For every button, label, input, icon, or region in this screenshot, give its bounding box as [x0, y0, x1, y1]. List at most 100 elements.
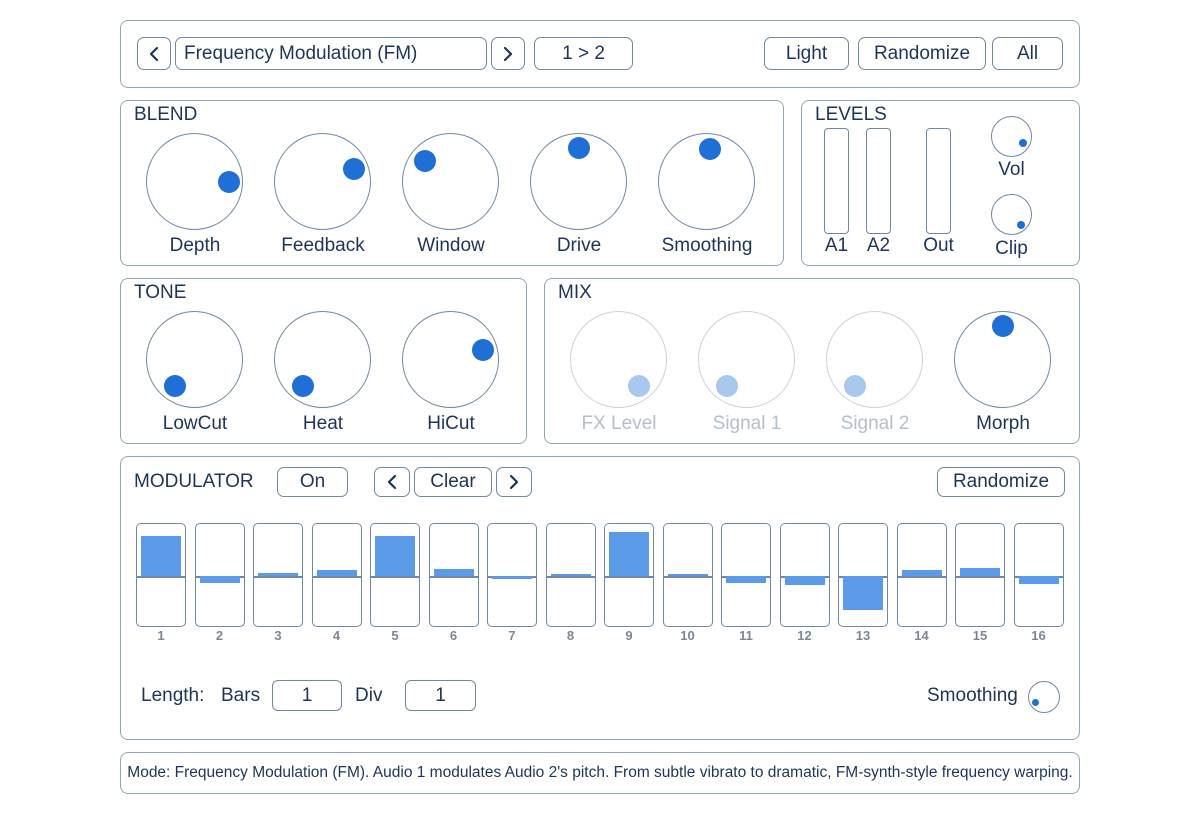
step-14[interactable] — [896, 523, 947, 627]
randomize-button[interactable]: Randomize — [858, 37, 986, 70]
a1-meter — [824, 128, 849, 234]
step-9[interactable] — [604, 523, 654, 627]
step-4[interactable] — [311, 523, 362, 627]
step-15[interactable] — [955, 523, 1005, 627]
step-number: 8 — [566, 628, 575, 643]
vol-label: Vol — [998, 159, 1025, 180]
clip-knob[interactable] — [991, 194, 1032, 235]
step-number: 15 — [972, 628, 988, 643]
levels-title: LEVELS — [815, 104, 887, 125]
morph-knob[interactable] — [954, 311, 1051, 408]
window-knob[interactable] — [402, 133, 499, 230]
signal-1-knob — [698, 311, 795, 408]
step-number: 13 — [855, 628, 871, 643]
step-bar — [960, 567, 1000, 576]
chevron-left-icon — [387, 474, 397, 490]
step-1[interactable] — [136, 523, 186, 627]
a1-label: A1 — [824, 235, 849, 256]
prev-mode-button[interactable] — [137, 37, 171, 70]
step-2[interactable] — [194, 523, 245, 627]
levels-panel: LEVELS — [801, 100, 1080, 266]
step-number: 7 — [508, 628, 516, 643]
step-bar — [1018, 576, 1059, 584]
step-number: 4 — [332, 628, 341, 643]
fx-level-knob — [570, 311, 667, 408]
step-number: 16 — [1031, 628, 1046, 643]
step-6[interactable] — [428, 523, 479, 627]
fx-level-label: FX Level — [581, 413, 657, 434]
modulator-randomize-button[interactable]: Randomize — [937, 467, 1065, 497]
bars-label: Bars — [221, 685, 261, 706]
feedback-label: Feedback — [281, 235, 365, 256]
modulator-smoothing-knob[interactable] — [1028, 681, 1060, 713]
depth-label: Depth — [169, 235, 221, 256]
clip-label: Clip — [995, 238, 1028, 259]
modulator-prev-button[interactable] — [374, 467, 410, 497]
length-label: Length: — [141, 685, 205, 706]
div-input[interactable]: 1 — [405, 680, 476, 711]
step-bar — [375, 536, 415, 576]
feedback-knob[interactable] — [274, 133, 371, 230]
next-mode-button[interactable] — [491, 37, 525, 70]
depth-knob[interactable] — [146, 133, 243, 230]
modulator-panel — [120, 456, 1080, 740]
step-bar — [901, 570, 942, 576]
window-label: Window — [417, 235, 485, 256]
modulator-on-button[interactable]: On — [277, 467, 348, 497]
bars-input[interactable]: 1 — [272, 680, 342, 711]
signal-2-knob — [826, 311, 923, 408]
step-bar — [843, 576, 883, 610]
out-meter — [926, 128, 951, 234]
all-button[interactable]: All — [992, 37, 1063, 70]
step-7[interactable] — [487, 523, 537, 627]
modulator-title: MODULATOR — [134, 471, 254, 492]
theme-button[interactable]: Light — [764, 37, 849, 70]
step-12[interactable] — [779, 523, 830, 627]
signal-1-label: Signal 1 — [712, 413, 782, 434]
step-bar — [141, 536, 181, 576]
signal-2-label: Signal 2 — [840, 413, 910, 434]
heat-knob[interactable] — [274, 311, 371, 408]
step-bar — [726, 576, 766, 583]
vol-knob[interactable] — [991, 116, 1032, 157]
out-label: Out — [923, 235, 954, 256]
a2-label: A2 — [866, 235, 891, 256]
chevron-right-icon — [503, 46, 513, 61]
mix-title: MIX — [558, 282, 592, 303]
step-16[interactable] — [1013, 523, 1064, 627]
hicut-label: HiCut — [427, 413, 475, 434]
step-number: 9 — [625, 628, 633, 643]
step-number: 6 — [449, 628, 458, 643]
step-5[interactable] — [370, 523, 420, 627]
step-bar — [550, 573, 591, 576]
drive-label: Drive — [556, 235, 602, 256]
tone-title: TONE — [134, 282, 187, 303]
modulator-preset[interactable]: Clear — [414, 467, 492, 497]
routing-button[interactable]: 1 > 2 — [534, 37, 633, 70]
smoothing-knob[interactable] — [658, 133, 755, 230]
step-bar — [784, 576, 825, 585]
chevron-right-icon — [509, 474, 519, 490]
step-bar — [492, 576, 532, 579]
step-bar — [609, 532, 649, 576]
step-number: 1 — [157, 628, 165, 643]
mode-select[interactable]: Frequency Modulation (FM) — [175, 37, 487, 70]
a2-meter — [866, 128, 891, 234]
step-number: 10 — [680, 628, 695, 643]
step-3[interactable] — [253, 523, 303, 627]
morph-label: Morph — [976, 413, 1030, 434]
modulator-smoothing-label: Smoothing — [927, 685, 1018, 706]
mode-description: Mode: Frequency Modulation (FM). Audio 1… — [127, 764, 1073, 781]
lowcut-knob[interactable] — [146, 311, 243, 408]
step-11[interactable] — [721, 523, 771, 627]
step-13[interactable] — [838, 523, 888, 627]
step-10[interactable] — [662, 523, 713, 627]
step-bar — [433, 568, 474, 576]
step-number: 11 — [739, 628, 753, 643]
step-bar — [667, 573, 708, 576]
step-bar — [199, 576, 240, 583]
drive-knob[interactable] — [530, 133, 627, 230]
modulator-next-button[interactable] — [496, 467, 532, 497]
step-8[interactable] — [545, 523, 596, 627]
hicut-knob[interactable] — [402, 311, 499, 408]
